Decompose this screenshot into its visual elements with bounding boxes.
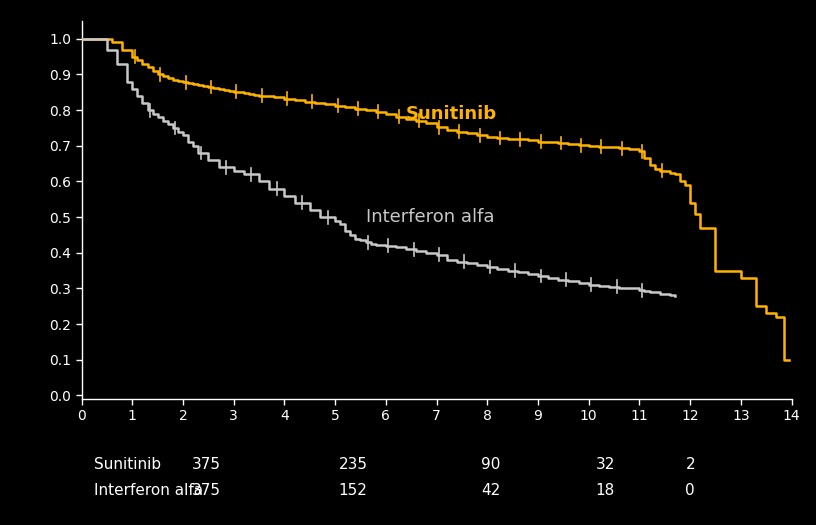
Text: 2: 2: [685, 457, 695, 472]
Text: 90: 90: [481, 457, 501, 472]
Text: 375: 375: [192, 457, 221, 472]
Text: 152: 152: [339, 484, 367, 498]
Text: Sunitinib: Sunitinib: [94, 457, 161, 472]
Text: 42: 42: [481, 484, 501, 498]
Text: 18: 18: [596, 484, 615, 498]
Text: Sunitinib: Sunitinib: [406, 104, 497, 123]
Text: Interferon alfa: Interferon alfa: [94, 484, 203, 498]
Text: 0: 0: [685, 484, 695, 498]
Text: 375: 375: [192, 484, 221, 498]
Text: 32: 32: [596, 457, 615, 472]
Text: 235: 235: [339, 457, 368, 472]
Text: Interferon alfa: Interferon alfa: [366, 208, 494, 226]
